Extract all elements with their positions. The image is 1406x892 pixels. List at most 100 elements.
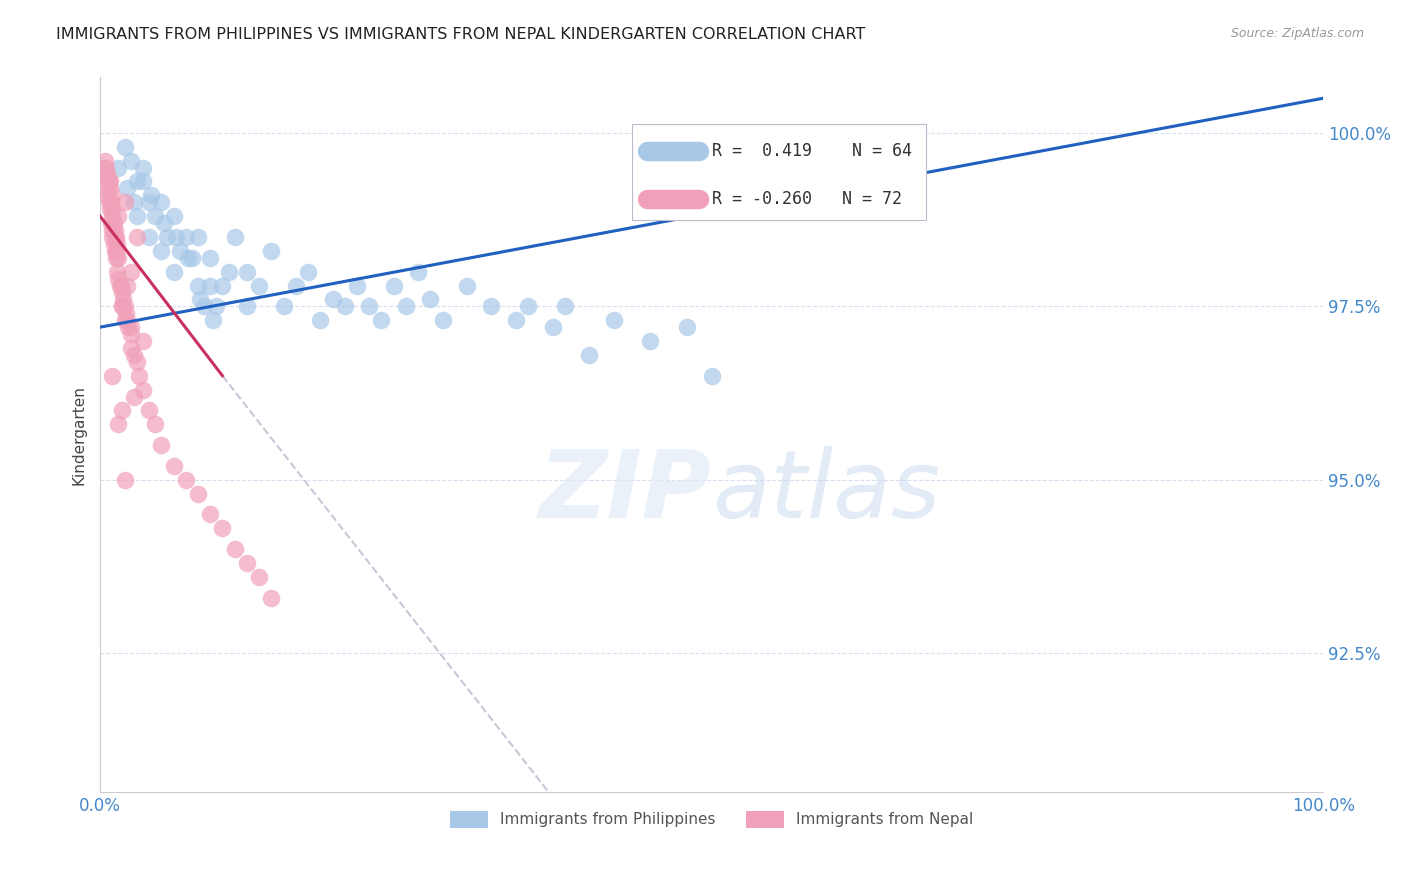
Point xyxy=(201,313,224,327)
Point xyxy=(124,348,146,362)
Point xyxy=(141,188,163,202)
Point xyxy=(165,230,187,244)
Point xyxy=(224,230,246,244)
Point xyxy=(105,230,128,244)
Point xyxy=(640,334,662,348)
Point xyxy=(150,195,173,210)
Point xyxy=(177,251,200,265)
Point xyxy=(114,140,136,154)
Point xyxy=(105,265,128,279)
Point xyxy=(94,153,117,168)
Point xyxy=(273,299,295,313)
Point xyxy=(309,313,332,327)
Point xyxy=(247,570,270,584)
Point xyxy=(162,458,184,473)
Point xyxy=(187,486,209,500)
Point xyxy=(107,209,129,223)
Point xyxy=(676,320,699,334)
Point xyxy=(297,265,319,279)
Point xyxy=(107,161,129,175)
Point xyxy=(554,299,576,313)
Point xyxy=(98,202,121,217)
Point xyxy=(98,181,121,195)
Point xyxy=(125,355,148,369)
Point xyxy=(190,293,212,307)
Point xyxy=(104,244,127,258)
Point xyxy=(101,223,124,237)
Point xyxy=(200,251,222,265)
Point xyxy=(150,244,173,258)
Point xyxy=(174,230,197,244)
Point xyxy=(114,473,136,487)
Point xyxy=(124,195,146,210)
Point xyxy=(359,299,381,313)
Point xyxy=(112,293,135,307)
Point xyxy=(115,181,138,195)
Point xyxy=(406,265,429,279)
Point xyxy=(187,278,209,293)
Point xyxy=(395,299,418,313)
Point xyxy=(101,202,124,217)
Point xyxy=(101,188,124,202)
Point xyxy=(96,168,118,182)
Point xyxy=(370,313,392,327)
Text: R =  0.419    N = 64: R = 0.419 N = 64 xyxy=(711,142,911,160)
Point xyxy=(432,313,454,327)
Point xyxy=(138,403,160,417)
Point xyxy=(120,341,142,355)
Point xyxy=(169,244,191,258)
Point xyxy=(321,293,343,307)
Point xyxy=(114,313,136,327)
Point xyxy=(152,216,174,230)
FancyBboxPatch shape xyxy=(633,124,925,220)
Point xyxy=(224,542,246,557)
Point xyxy=(125,209,148,223)
Point xyxy=(107,417,129,432)
Point xyxy=(125,230,148,244)
Point xyxy=(107,271,129,285)
Point xyxy=(101,230,124,244)
Point xyxy=(114,195,136,210)
Point xyxy=(200,508,222,522)
Point xyxy=(115,278,138,293)
Point xyxy=(104,223,127,237)
Point xyxy=(104,230,127,244)
Point xyxy=(205,299,228,313)
Point xyxy=(103,216,125,230)
Point xyxy=(211,521,233,535)
Point xyxy=(124,390,146,404)
Point xyxy=(111,285,134,300)
Point xyxy=(700,368,723,383)
Point xyxy=(100,195,122,210)
Point xyxy=(120,320,142,334)
Point xyxy=(120,327,142,342)
Point xyxy=(193,299,215,313)
Point xyxy=(111,299,134,313)
Point xyxy=(419,293,441,307)
Text: Source: ZipAtlas.com: Source: ZipAtlas.com xyxy=(1230,27,1364,40)
Point xyxy=(111,403,134,417)
Point xyxy=(132,161,155,175)
Text: IMMIGRANTS FROM PHILIPPINES VS IMMIGRANTS FROM NEPAL KINDERGARTEN CORRELATION CH: IMMIGRANTS FROM PHILIPPINES VS IMMIGRANT… xyxy=(56,27,866,42)
Point xyxy=(260,244,283,258)
Point xyxy=(96,168,118,182)
Point xyxy=(96,181,118,195)
Point xyxy=(107,251,129,265)
Point xyxy=(481,299,503,313)
Point xyxy=(103,236,125,251)
Point xyxy=(218,265,240,279)
Point xyxy=(132,383,155,397)
Point xyxy=(260,591,283,605)
Point xyxy=(132,334,155,348)
Point xyxy=(101,209,124,223)
Point xyxy=(284,278,307,293)
Legend: Immigrants from Philippines, Immigrants from Nepal: Immigrants from Philippines, Immigrants … xyxy=(443,805,980,834)
Point xyxy=(105,236,128,251)
Text: R = -0.260   N = 72: R = -0.260 N = 72 xyxy=(711,190,901,208)
Point xyxy=(162,265,184,279)
Text: atlas: atlas xyxy=(711,446,939,537)
Point xyxy=(96,161,118,175)
Point xyxy=(236,556,259,570)
Point xyxy=(100,216,122,230)
Point xyxy=(211,278,233,293)
